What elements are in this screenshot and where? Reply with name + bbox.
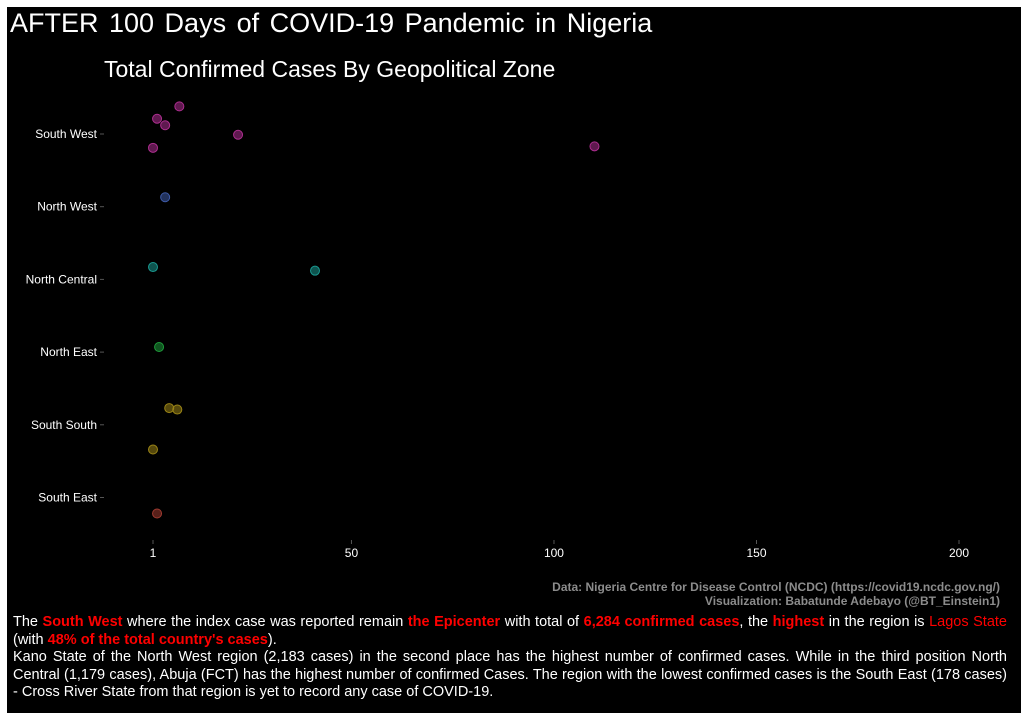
highlight-case-count: 6,284 confirmed cases bbox=[583, 614, 740, 630]
data-point bbox=[589, 141, 600, 152]
highlight-highest: highest bbox=[772, 614, 825, 630]
y-tick-label: North East bbox=[40, 345, 97, 359]
highlight-share: 48% of the total country's cases bbox=[47, 631, 268, 648]
page-title: AFTER 100 Days of COVID-19 Pandemic in N… bbox=[10, 8, 653, 38]
y-tick-label: North Central bbox=[26, 272, 97, 286]
data-point bbox=[152, 113, 163, 124]
data-point bbox=[160, 192, 171, 203]
x-tick-label: 200 bbox=[949, 546, 969, 560]
data-point bbox=[148, 262, 158, 273]
summary-text-segment: The bbox=[13, 614, 38, 630]
summary-text: The South West where the index case was … bbox=[13, 614, 1007, 702]
x-tick-label: 100 bbox=[544, 546, 564, 560]
y-tick-label: South South bbox=[31, 418, 97, 432]
chart-background bbox=[7, 7, 1021, 713]
summary-paragraph-1: The South West where the index case was … bbox=[13, 614, 1007, 649]
summary-text-segment: in the region is bbox=[828, 614, 925, 630]
source-caption: Data: Nigeria Centre for Disease Control… bbox=[552, 580, 1000, 608]
summary-text-segment: , the bbox=[739, 614, 769, 630]
y-tick-label: South East bbox=[38, 491, 97, 505]
y-tick-label: North West bbox=[37, 200, 97, 214]
data-point bbox=[233, 129, 244, 140]
x-tick-label: 50 bbox=[345, 546, 359, 560]
caption-author: Visualization: Babatunde Adebayo (@BT_Ei… bbox=[704, 594, 1000, 608]
summary-text-segment: with total of bbox=[504, 614, 580, 630]
data-point bbox=[310, 265, 321, 276]
summary-text-segment: where the index case was reported remain bbox=[127, 614, 404, 630]
summary-text-segment: (with bbox=[13, 631, 44, 648]
highlight-region: South West bbox=[42, 614, 123, 630]
data-point bbox=[148, 444, 158, 455]
summary-text-segment: ). bbox=[267, 631, 277, 648]
data-point bbox=[164, 403, 175, 414]
highlight-epicenter: the Epicenter bbox=[407, 614, 501, 630]
x-tick-label: 1 bbox=[150, 546, 157, 560]
summary-paragraph-2: Kano State of the North West region (2,1… bbox=[13, 649, 1007, 700]
data-point bbox=[172, 404, 183, 415]
highlight-state: Lagos State bbox=[929, 614, 1007, 630]
data-point bbox=[174, 101, 185, 112]
x-tick-label: 150 bbox=[746, 546, 766, 560]
caption-source: Data: Nigeria Centre for Disease Control… bbox=[552, 580, 1000, 594]
chart-title: Total Confirmed Cases By Geopolitical Zo… bbox=[104, 56, 556, 82]
data-point bbox=[148, 142, 158, 153]
data-point bbox=[160, 120, 171, 131]
data-point bbox=[152, 508, 163, 519]
y-tick-label: South West bbox=[35, 127, 97, 141]
data-point bbox=[154, 342, 165, 353]
